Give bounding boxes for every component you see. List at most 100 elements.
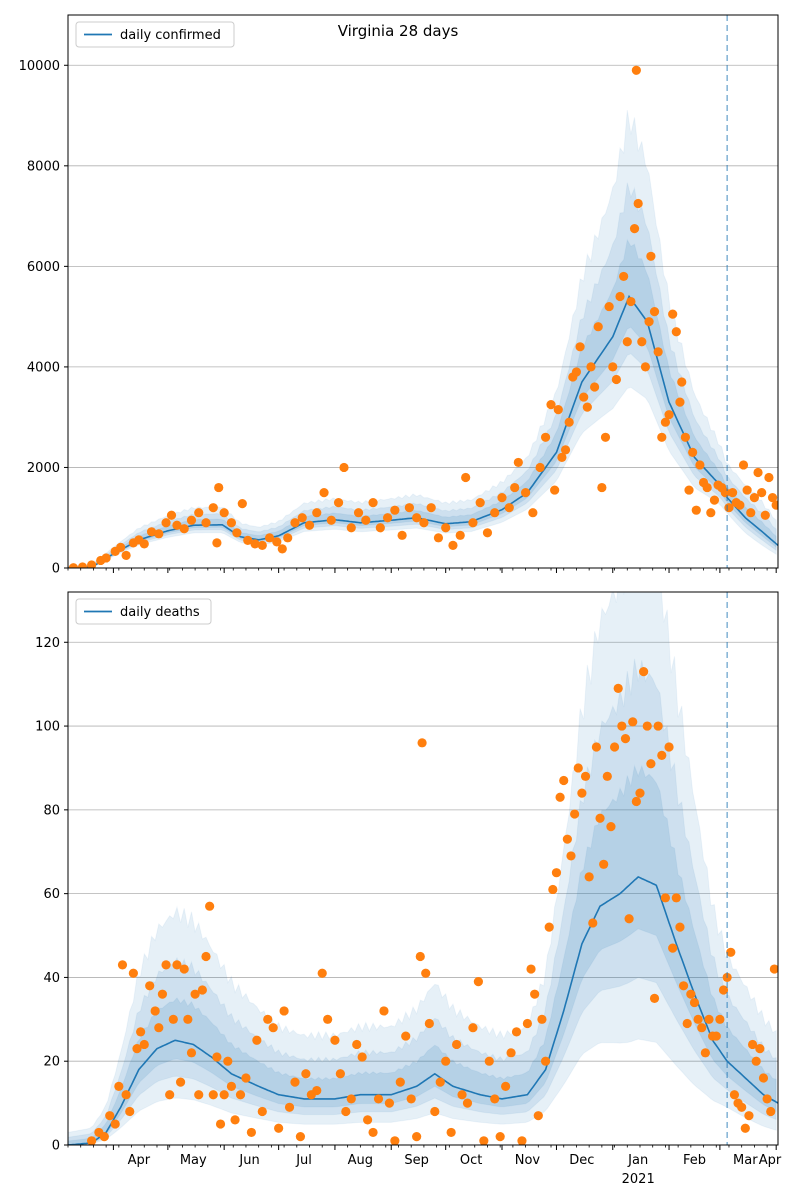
data-point [368,498,378,508]
data-point [697,1023,707,1033]
data-point [744,1111,754,1121]
data-point [579,392,589,402]
data-point [535,462,545,473]
data-point [165,1090,175,1100]
data-point [684,485,694,495]
data-point [319,487,329,498]
data-point [653,721,663,731]
data-point [68,563,79,568]
data-point [660,417,671,427]
data-point [317,968,327,978]
y-tick-label: 8000 [27,159,60,174]
data-point [114,1081,124,1091]
data-point [333,498,344,508]
plot-area [68,65,778,568]
data-point [352,1039,362,1050]
data-point [415,951,425,962]
data-point [295,1132,306,1142]
data-point [682,1018,692,1029]
data-point [711,1031,721,1041]
data-point [668,309,678,319]
data-point [435,1077,445,1087]
data-point [284,1102,295,1112]
data-point [671,893,681,903]
data-point [441,1056,451,1066]
data-point [693,1014,703,1024]
data-point [613,683,623,693]
x-month-label: Jul [295,1153,312,1168]
data-point [760,510,770,520]
data-point [588,918,598,928]
data-point [580,771,591,781]
data-point [484,1056,494,1066]
data-point [235,1090,246,1100]
data-point [582,402,592,412]
data-point [154,1023,164,1033]
y-tick-label: 100 [35,720,60,735]
data-point [702,482,712,493]
data-point [346,523,356,533]
axes-frame [67,591,779,1146]
data-point [219,1090,229,1100]
data-point [624,914,634,924]
data-point [128,968,138,978]
data-point [689,997,700,1008]
data-point [197,985,207,995]
y-tick-label: 2000 [27,461,60,476]
data-point [412,1132,422,1142]
data-point [154,529,164,539]
data-point [457,1090,467,1100]
data-point [593,322,603,332]
data-point [357,1052,367,1062]
data-point [186,1048,197,1058]
data-point [353,508,364,518]
data-point [375,523,385,533]
data-point [520,487,531,498]
data-point [646,251,656,261]
data-point [758,1073,769,1083]
data-point [537,1014,547,1024]
data-point [762,1094,772,1104]
data-point [183,1014,193,1024]
data-point [555,792,565,802]
data-point [379,1006,389,1016]
data-point [219,508,229,518]
data-point [611,374,621,385]
data-point [680,432,690,442]
data-point [740,1123,750,1133]
data-point [626,296,636,307]
data-point [688,447,698,457]
data-point [706,508,716,518]
data-point [742,485,752,495]
data-point [116,542,126,552]
data-point [448,540,458,550]
data-point [335,1069,345,1079]
data-point [510,482,520,493]
data-point [390,505,400,515]
data-point [136,1027,146,1037]
data-point [642,721,652,731]
data-point [214,482,224,493]
data-point [726,947,736,957]
data-point [368,1127,378,1138]
x-month-label: Jun [238,1153,259,1168]
data-point [767,493,778,503]
data-point [513,457,523,468]
data-point [363,1115,373,1125]
data-point [584,872,594,882]
x-month-label: Nov [515,1153,541,1168]
data-point [653,347,663,357]
data-point [373,1094,384,1104]
data-point [540,432,551,442]
data-point [664,742,674,752]
data-point [668,943,678,953]
data-point [657,750,667,760]
data-point [757,487,767,498]
data-point [395,1077,405,1087]
data-point [755,1044,765,1054]
x-year-label: 2021 [622,1172,655,1187]
data-point [604,301,614,312]
data-point [571,367,582,377]
confirmed-panel: 0 2000 4000 6000 8000 10000 daily confirmed [19,14,779,577]
data-point [635,788,645,798]
